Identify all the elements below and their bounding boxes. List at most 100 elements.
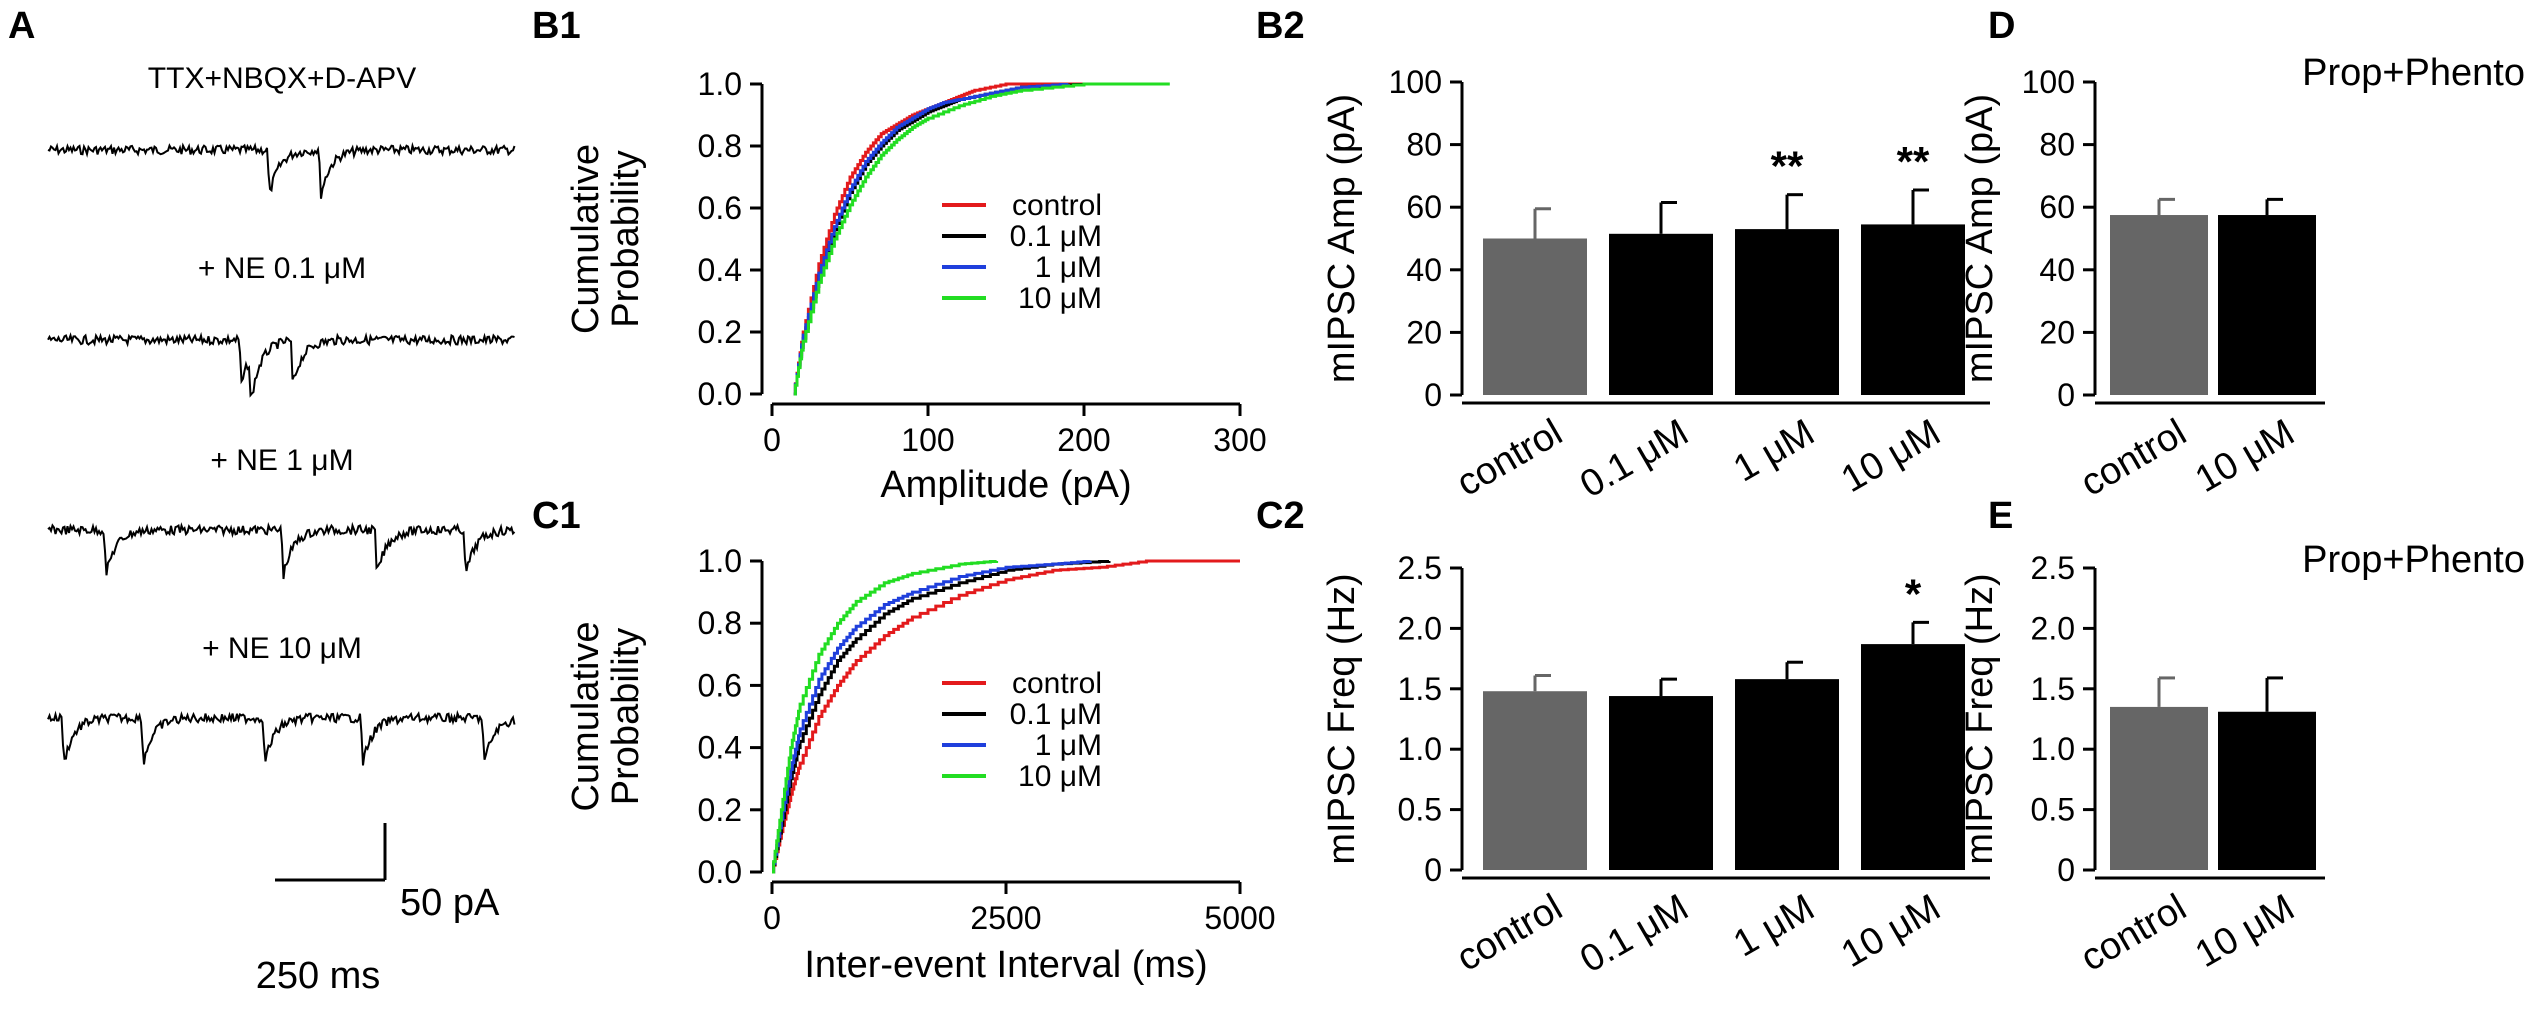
- chart-b1-amplitude-cdf: B1 0.0 0.2 0.4 0.6 0.8 1.0 0 100 200 300 control0…: [532, 5, 1267, 506]
- chart-c1-y-tick-label: 1.0: [698, 543, 742, 579]
- chart-b2-category-label: 1 μM: [1727, 411, 1822, 490]
- chart-c2-y-tick-label: 0: [1424, 852, 1442, 888]
- chart-c2-y-tick-label: 0.5: [1398, 792, 1442, 828]
- chart-c2-significance: *: [1905, 570, 1922, 617]
- chart-c1-series: [772, 559, 1240, 874]
- chart-d-title: Prop+Phento: [2302, 52, 2525, 94]
- chart-c2-bar: [1861, 644, 1965, 870]
- chart-e-y-label: mIPSC Freq (Hz): [1959, 573, 2001, 864]
- chart-b1-x-tick-label: 200: [1057, 422, 1110, 458]
- chart-d-category-label: control: [2074, 411, 2194, 504]
- chart-c1-x-tick-label: 2500: [970, 900, 1041, 936]
- chart-e-axes: 0 0.5 1.0 1.5 2.0 2.5: [2031, 550, 2325, 888]
- chart-c2-bars: control 0.1 μM 1 μM * 10 μM: [1450, 570, 1965, 981]
- trace-label-ne-10: + NE 10 μM: [202, 632, 362, 665]
- chart-c1-x-tick-label: 5000: [1204, 900, 1275, 936]
- chart-c1-interval-cdf: C1 0.0 0.2 0.4 0.6 0.8 1.0 0 2500 5000 control0.…: [532, 495, 1276, 986]
- chart-b2-amplitude-bars: B2 0 20 40 60 80 100 control 0.1 μM ** 1 μM ** 10 …: [1256, 5, 1990, 506]
- chart-b1-x-tick-label: 0: [763, 422, 781, 458]
- chart-e-y-tick-label: 2.0: [2031, 610, 2075, 646]
- chart-c1-legend-label: 0.1 μM: [1010, 698, 1102, 731]
- chart-c2-y-tick-label: 2.5: [1398, 550, 1442, 586]
- chart-c1-x-label: Inter-event Interval (ms): [804, 944, 1207, 986]
- current-trace-ne-0-1: [47, 331, 515, 398]
- chart-c2-axes: 0 0.5 1.0 1.5 2.0 2.5: [1398, 550, 1990, 888]
- chart-b2-significance: **: [1897, 138, 1930, 185]
- chart-d-y-tick-label: 60: [2039, 189, 2075, 225]
- chart-b2-y-tick-label: 100: [1389, 64, 1442, 100]
- chart-b2-axes: 0 20 40 60 80 100: [1389, 64, 1990, 413]
- chart-b1-legend-label: 1 μM: [1035, 251, 1102, 284]
- chart-d-y-tick-label: 80: [2039, 127, 2075, 163]
- chart-c1-axes: 0.0 0.2 0.4 0.6 0.8 1.0 0 2500 5000: [698, 543, 1276, 936]
- chart-c2-category-label: control: [1450, 886, 1570, 979]
- chart-c2-y-tick-label: 1.5: [1398, 671, 1442, 707]
- chart-c2-bar: [1483, 691, 1587, 870]
- chart-e-y-tick-label: 1.0: [2031, 731, 2075, 767]
- chart-c1-y-tick-label: 0.2: [698, 792, 742, 828]
- chart-b1-y-tick-label: 0.6: [698, 190, 742, 226]
- panel-label-b1: B1: [532, 5, 581, 47]
- trace-label-ne-1: + NE 1 μM: [210, 444, 353, 477]
- chart-b2-bar: [1861, 224, 1965, 395]
- chart-c1-y-tick-label: 0.4: [698, 730, 742, 766]
- chart-e-y-tick-label: 1.5: [2031, 671, 2075, 707]
- panel-label-c2: C2: [1256, 495, 1305, 537]
- panel-label-a: A: [8, 5, 35, 47]
- chart-c1-x-tick-label: 0: [763, 900, 781, 936]
- chart-c2-y-tick-label: 2.0: [1398, 610, 1442, 646]
- chart-c1-series-control: [772, 559, 1240, 874]
- chart-e-y-tick-label: 0.5: [2031, 792, 2075, 828]
- chart-b1-y-tick-label: 0.0: [698, 376, 742, 412]
- chart-b1-series-c1: [793, 83, 1070, 396]
- scale-bar-y-label: 50 pA: [400, 882, 500, 924]
- chart-b2-bars: control 0.1 μM ** 1 μM ** 10 μM: [1450, 138, 1965, 506]
- panel-label-b2: B2: [1256, 5, 1305, 47]
- chart-b2-y-tick-label: 80: [1406, 127, 1442, 163]
- chart-b1-series-c10: [793, 82, 1170, 396]
- chart-e-frequency-bars: E Prop+Phento 0 0.5 1.0 1.5 2.0 2.5 control10…: [1959, 495, 2525, 980]
- chart-c2-category-label: 0.1 μM: [1573, 886, 1695, 981]
- chart-b1-legend-label: 10 μM: [1018, 282, 1102, 315]
- chart-b1-legend-label: 0.1 μM: [1010, 220, 1102, 253]
- chart-c1-legend-label: 10 μM: [1018, 760, 1102, 793]
- chart-b1-y-tick-label: 0.4: [698, 252, 742, 288]
- chart-c1-series-c10: [772, 560, 999, 874]
- current-trace-ne-10: [47, 709, 516, 766]
- chart-b2-y-label: mIPSC Amp (pA): [1321, 94, 1363, 383]
- chart-b2-significance: **: [1771, 143, 1804, 190]
- panel-label-e: E: [1988, 495, 2013, 537]
- current-trace-ne-1: [47, 521, 516, 580]
- chart-b2-y-tick-label: 60: [1406, 189, 1442, 225]
- chart-c1-legend-label: 1 μM: [1035, 729, 1102, 762]
- chart-c2-y-tick-label: 1.0: [1398, 731, 1442, 767]
- chart-b1-x-tick-label: 300: [1213, 422, 1266, 458]
- chart-e-title: Prop+Phento: [2302, 539, 2525, 581]
- chart-d-bar: [2110, 215, 2208, 395]
- chart-c1-legend-label: control: [1012, 667, 1102, 700]
- chart-b2-y-tick-label: 20: [1406, 314, 1442, 350]
- chart-b2-bar: [1735, 229, 1839, 395]
- chart-c1-y-tick-label: 0.6: [698, 667, 742, 703]
- chart-c2-category-label: 10 μM: [1834, 886, 1947, 976]
- trace-label-ne-0-1: + NE 0.1 μM: [198, 252, 366, 285]
- chart-c1-y-label-line2: Probability: [605, 628, 647, 805]
- chart-b1-legend-label: control: [1012, 189, 1102, 222]
- chart-e-category-label: control: [2074, 886, 2194, 979]
- chart-c1-y-tick-label: 0.8: [698, 605, 742, 641]
- chart-b1-y-label-line1: Cumulative: [565, 144, 607, 334]
- chart-c1-y-label-line1: Cumulative: [565, 621, 607, 811]
- chart-b2-category-label: 10 μM: [1834, 411, 1947, 501]
- scale-bar: [275, 823, 387, 882]
- chart-e-bar: [2218, 711, 2316, 870]
- chart-b2-bar: [1483, 238, 1587, 395]
- chart-d-y-tick-label: 100: [2022, 64, 2075, 100]
- chart-e-y-tick-label: 2.5: [2031, 550, 2075, 586]
- chart-e-category-label: 10 μM: [2188, 886, 2301, 976]
- chart-b1-x-label: Amplitude (pA): [880, 464, 1131, 506]
